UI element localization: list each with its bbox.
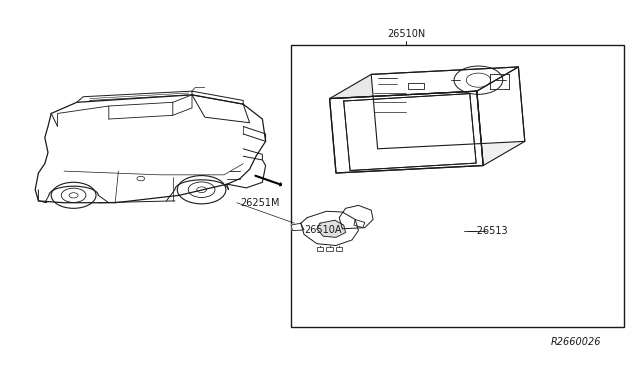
Polygon shape bbox=[330, 91, 483, 173]
Bar bbox=[408, 83, 424, 89]
Polygon shape bbox=[371, 67, 525, 149]
Polygon shape bbox=[291, 223, 304, 231]
Bar bbox=[317, 247, 323, 251]
Text: 26510N: 26510N bbox=[387, 29, 426, 39]
Polygon shape bbox=[330, 91, 483, 173]
Text: 26510A: 26510A bbox=[305, 225, 342, 235]
Polygon shape bbox=[477, 67, 525, 166]
Polygon shape bbox=[301, 211, 358, 246]
Polygon shape bbox=[339, 205, 373, 229]
Bar bbox=[326, 247, 333, 251]
Text: 26251M: 26251M bbox=[240, 198, 280, 208]
Bar bbox=[336, 247, 342, 251]
Text: —26513: —26513 bbox=[467, 226, 508, 235]
Text: R2660026: R2660026 bbox=[551, 337, 601, 347]
Polygon shape bbox=[330, 67, 518, 99]
Polygon shape bbox=[317, 220, 346, 237]
Bar bbox=[291, 45, 624, 327]
Polygon shape bbox=[354, 219, 365, 228]
